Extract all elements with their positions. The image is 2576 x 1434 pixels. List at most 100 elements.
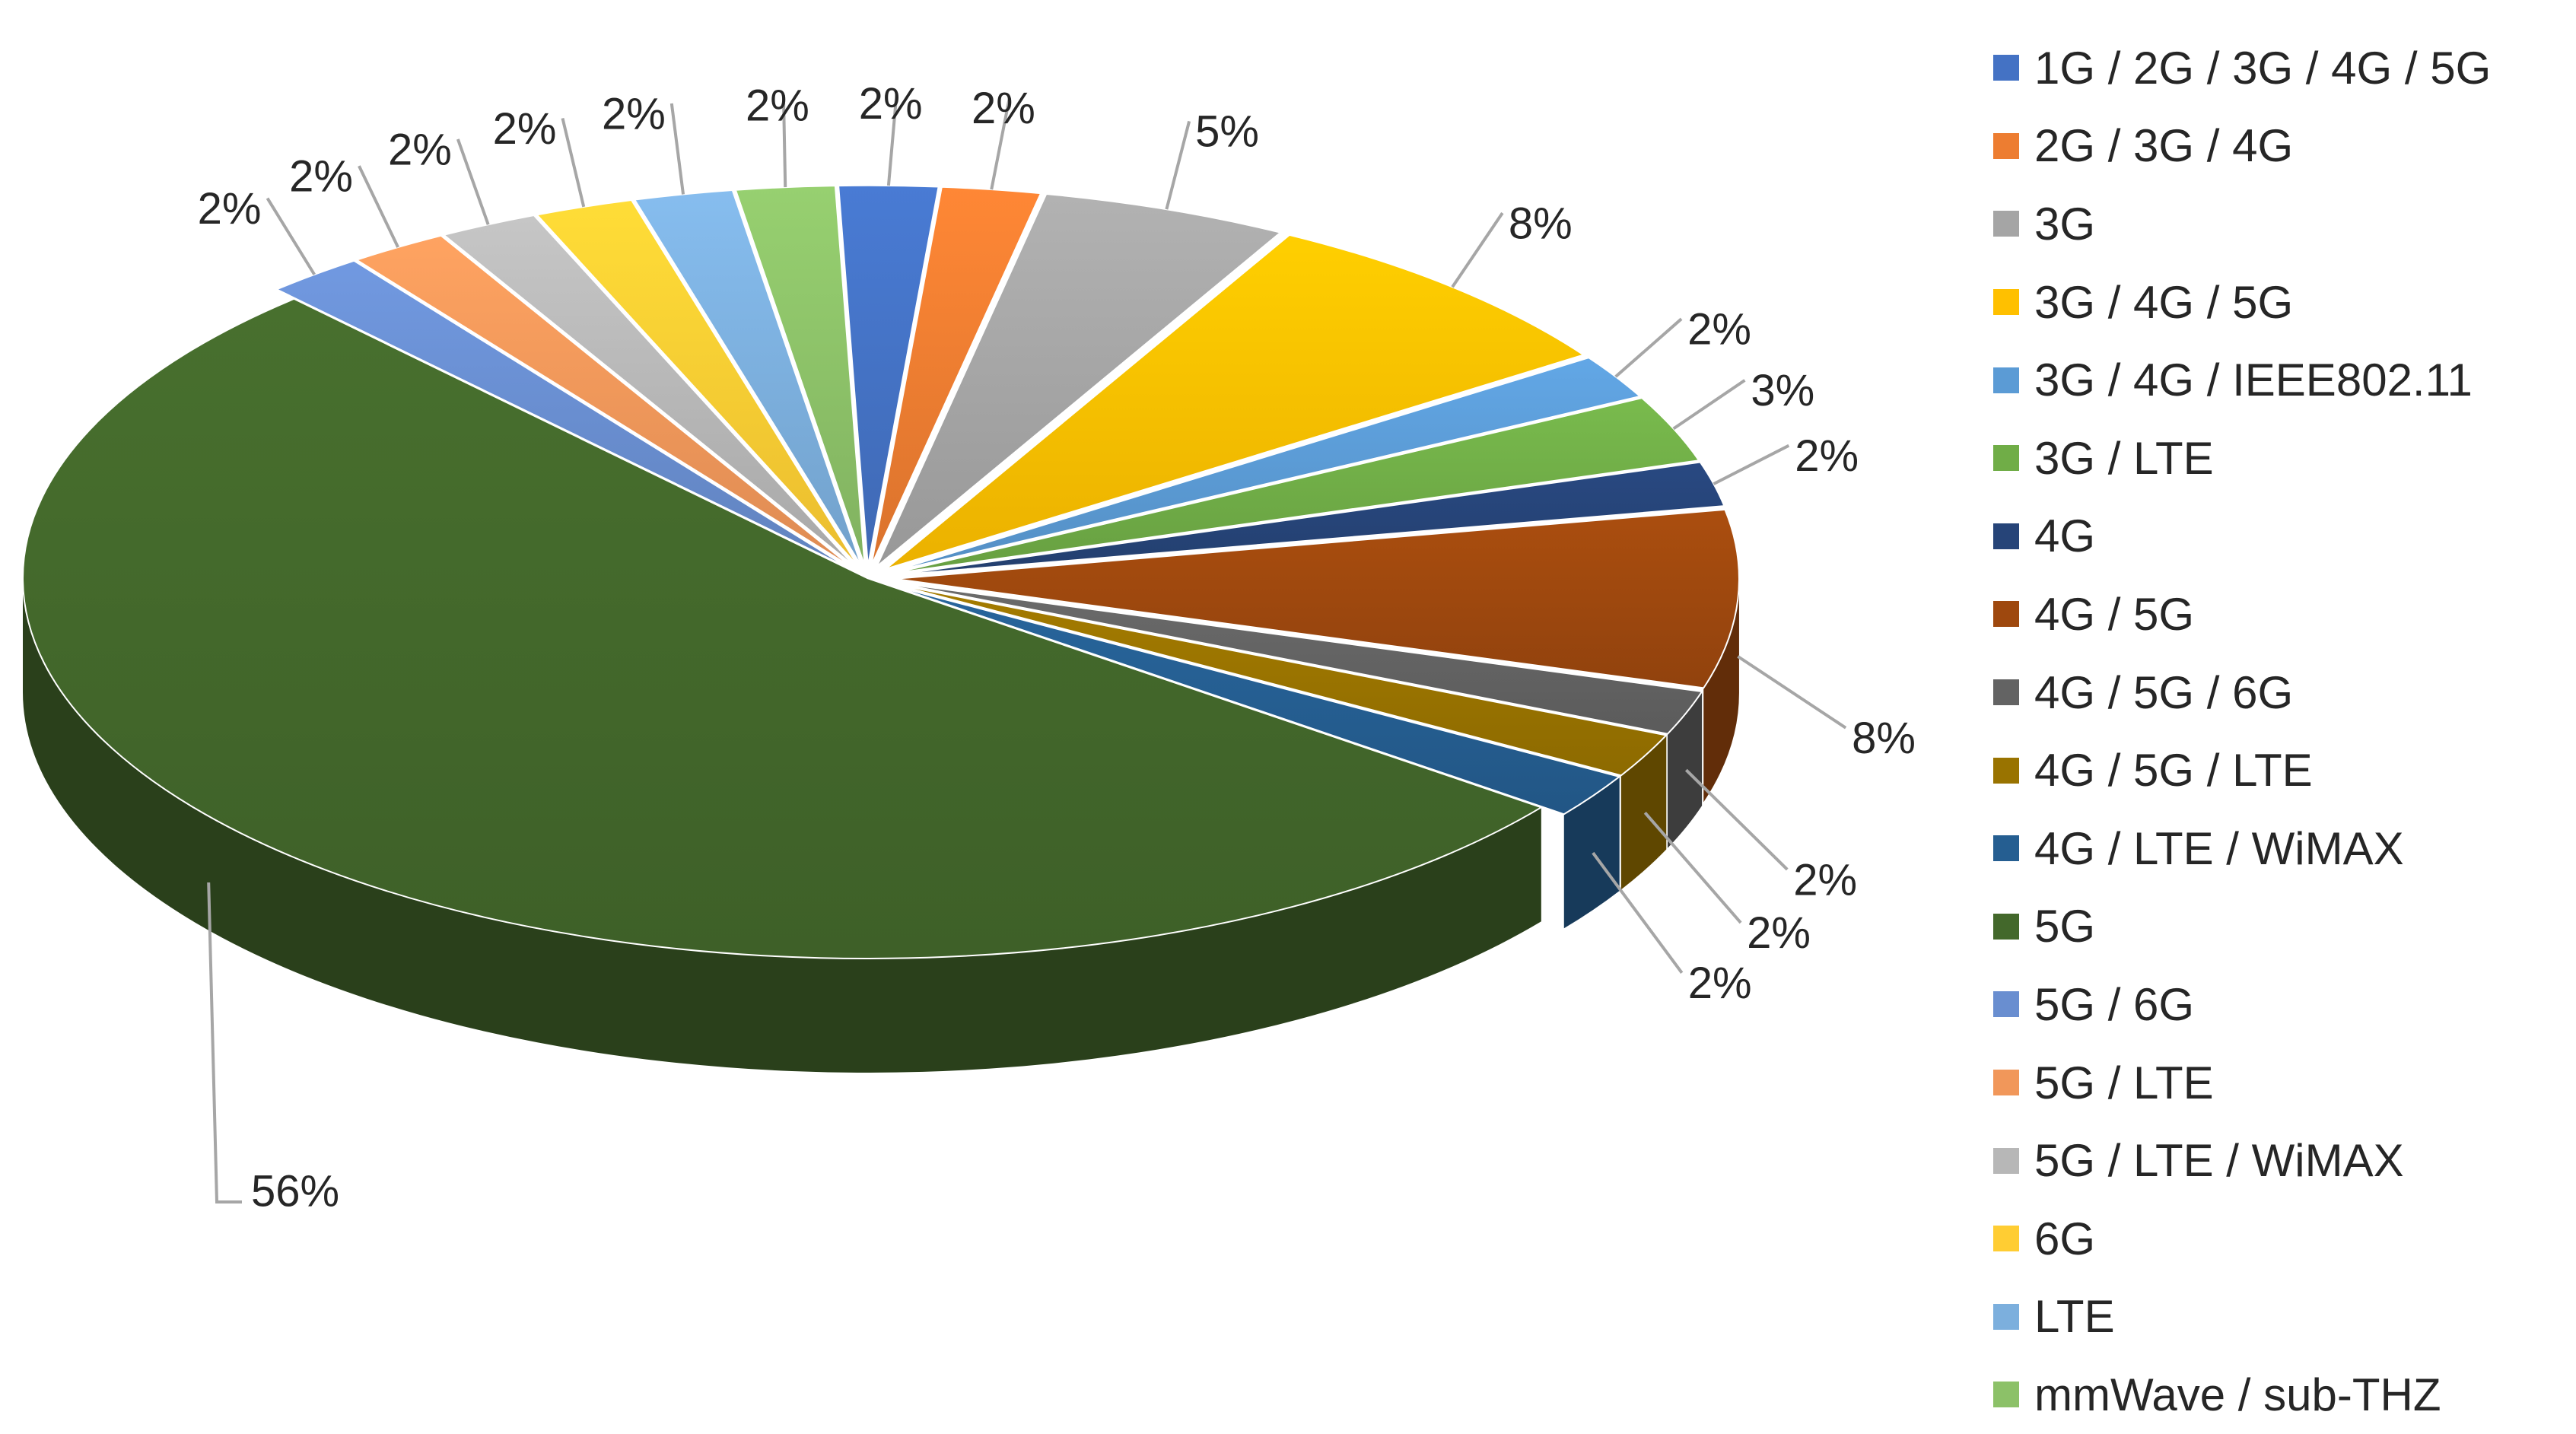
legend-label: 3G / 4G / 5G: [2034, 276, 2294, 328]
leader-line-11: [207, 882, 242, 1203]
legend-item: 4G / 5G / 6G: [1993, 653, 2571, 732]
leader-line-9: [1643, 811, 1742, 924]
legend-item: 3G / 4G / IEEE802.11: [1993, 341, 2571, 419]
chart-legend: 1G / 2G / 3G / 4G / 5G 2G / 3G / 4G 3G 3G /…: [1993, 29, 2571, 1434]
pie-slice-11: [22, 297, 1544, 959]
pie-slice-5: [892, 397, 1700, 574]
pie-slice-sides: [23, 578, 1739, 1073]
legend-label: 2G / 3G / 4G: [2034, 120, 2294, 172]
legend-label: 4G / 5G / 6G: [2034, 666, 2294, 718]
legend-swatch: [1993, 835, 2019, 862]
data-label-9: 2%: [1747, 908, 1811, 958]
pie-slice-0: [838, 184, 940, 566]
legend-item: 1G / 2G / 3G / 4G / 5G: [1993, 29, 2571, 107]
legend-swatch: [1993, 1382, 2019, 1408]
pie-slice-14: [442, 214, 857, 568]
legend-swatch: [1993, 132, 2019, 159]
legend-label: 3G: [2034, 198, 2096, 250]
legend-item: 6G: [1993, 1200, 2571, 1278]
data-label-13: 2%: [289, 151, 353, 201]
legend-item: 5G / LTE / WiMAX: [1993, 1121, 2571, 1200]
legend-swatch: [1993, 445, 2019, 472]
legend-item: 3G: [1993, 185, 2571, 263]
data-label-5: 3%: [1751, 366, 1814, 415]
pie-slices: [22, 184, 1740, 959]
leader-line-3: [1451, 211, 1504, 288]
legend-label: 5G / 6G: [2034, 978, 2195, 1030]
legend-label: LTE: [2034, 1291, 2115, 1343]
legend-item: 5G / LTE: [1993, 1044, 2571, 1122]
data-label-4: 2%: [1687, 305, 1751, 355]
pie-slice-9: [891, 583, 1668, 777]
legend-swatch: [1993, 1147, 2019, 1174]
legend-label: 4G: [2034, 510, 2096, 562]
data-label-16: 2%: [602, 89, 666, 138]
legend-item: LTE: [1993, 1278, 2571, 1356]
leader-line-6: [1713, 444, 1790, 485]
legend-swatch: [1993, 1070, 2019, 1096]
pie-slice-16: [633, 189, 863, 567]
data-label-8: 2%: [1793, 855, 1857, 905]
data-labels: 2% 2% 5%8%2%3%2%8%2%2%2%56%2%2%2% 2% 2% 2%: [198, 79, 1916, 1216]
legend-swatch: [1993, 55, 2019, 81]
legend-label: 3G / 4G / IEEE802.11: [2034, 355, 2473, 406]
leader-line-13: [358, 165, 399, 248]
data-label-7: 8%: [1852, 714, 1916, 763]
legend-item: 3G / LTE: [1993, 419, 2571, 498]
pie-slice-8: [892, 581, 1703, 735]
legend-swatch: [1993, 913, 2019, 940]
data-label-17: 2%: [746, 81, 809, 130]
legend-label: 1G / 2G / 3G / 4G / 5G: [2034, 42, 2492, 94]
legend-swatch: [1993, 679, 2019, 706]
pie-slice-side-10: [1563, 776, 1620, 929]
legend-swatch: [1993, 601, 2019, 628]
leader-line-4: [1614, 317, 1683, 378]
leader-line-12: [266, 197, 316, 275]
leader-line-1: [990, 97, 1011, 190]
leader-line-0: [886, 93, 898, 186]
legend-label: mmWave / sub-THZ: [2034, 1369, 2441, 1420]
legend-label: 5G: [2034, 901, 2096, 952]
leader-line-7: [1737, 655, 1847, 730]
legend-label: 5G / LTE: [2034, 1057, 2214, 1108]
pie-slice-13: [355, 234, 854, 569]
data-label-10: 2%: [1688, 959, 1752, 1008]
legend-label: 4G / LTE / WiMAX: [2034, 822, 2404, 874]
pie-slice-side-11: [23, 578, 1541, 1073]
pie-slice-12: [275, 259, 851, 570]
legend-swatch: [1993, 367, 2019, 393]
legend-item: 4G / 5G: [1993, 575, 2571, 653]
legend-item: mmWave / sub-THZ: [1993, 1356, 2571, 1434]
legend-label: 4G / 5G / LTE: [2034, 745, 2313, 796]
leader-line-8: [1684, 768, 1789, 871]
legend-label: 6G: [2034, 1213, 2096, 1264]
legend-swatch: [1993, 1303, 2019, 1330]
leader-line-17: [781, 94, 787, 188]
pie-slice-17: [734, 185, 866, 567]
leader-line-2: [1165, 120, 1191, 210]
data-label-1: 2%: [972, 84, 1035, 133]
legend-item: 3G / 4G / 5G: [1993, 263, 2571, 342]
leader-line-10: [1592, 851, 1684, 974]
legend-label: 4G / 5G: [2034, 588, 2195, 640]
data-label-11: 56%: [251, 1166, 339, 1216]
data-label-14: 2%: [388, 125, 452, 174]
pie-slice-7: [894, 508, 1740, 689]
data-label-3: 8%: [1509, 199, 1573, 248]
legend-item: 4G / 5G / LTE: [1993, 731, 2571, 809]
legend-item: 4G / LTE / WiMAX: [1993, 809, 2571, 888]
data-label-12: 2%: [198, 184, 262, 234]
data-label-6: 2%: [1795, 431, 1859, 481]
pie-slice-side-8: [1667, 692, 1703, 848]
legend-swatch: [1993, 211, 2019, 237]
legend-swatch: [1993, 523, 2019, 549]
pie-slice-side-9: [1620, 735, 1667, 890]
pie-slice-10: [889, 584, 1621, 816]
pie-slice-6: [893, 461, 1725, 577]
leader-line-5: [1672, 379, 1746, 431]
data-label-2: 5%: [1195, 107, 1259, 157]
pie-slice-15: [535, 199, 860, 568]
pie-slice-4: [890, 357, 1642, 573]
